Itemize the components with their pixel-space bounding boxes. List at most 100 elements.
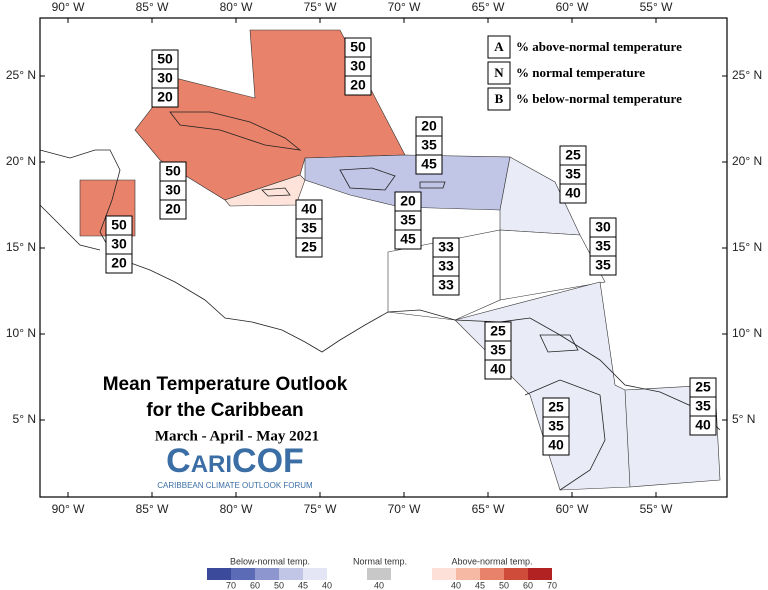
lat-label: 5° N — [732, 412, 755, 426]
prob-value: 45 — [421, 156, 437, 172]
prob-value: 30 — [350, 58, 366, 74]
key: A % above-normal temperature N % normal tem… — [487, 35, 682, 111]
scale-label: Below-normal temp. — [230, 556, 310, 566]
scale-tick: 50 — [274, 580, 284, 590]
lat-label: 25° N — [732, 68, 762, 82]
prob-value: 30 — [157, 70, 173, 86]
lat-label: 10° N — [732, 326, 762, 340]
lon-label: 75° W — [304, 0, 337, 14]
prob-value: 40 — [695, 417, 711, 433]
prob-value: 20 — [400, 193, 416, 209]
scale-swatch — [303, 568, 327, 580]
lat-label: 15° N — [732, 240, 762, 254]
prob-value: 20 — [421, 118, 437, 134]
scale-tick: 50 — [499, 580, 509, 590]
title-line: Mean Temperature Outlook — [103, 374, 348, 395]
prob-value: 20 — [350, 77, 366, 93]
lon-label: 60° W — [556, 0, 589, 14]
prob-cell — [344, 75, 372, 96]
scale-swatch — [231, 568, 255, 580]
scale-swatch — [279, 568, 303, 580]
scale-tick: 70 — [226, 580, 236, 590]
lon-label: 80° W — [220, 0, 253, 14]
lon-label: 85° W — [136, 502, 169, 516]
hispaniola — [339, 167, 396, 191]
scale-tick: 45 — [475, 580, 485, 590]
lon-label: 65° W — [472, 0, 505, 14]
prob-value: 40 — [490, 361, 506, 377]
dynamic-layer: 90° W 90° W 85° W 85° W 80° W 80° W 75° W 75° W… — [6, 0, 762, 590]
prob-value: 33 — [438, 239, 454, 255]
prob-value: 35 — [595, 257, 611, 273]
key-text: % below-normal temperature — [516, 91, 682, 106]
scale-tick: 40 — [374, 580, 384, 590]
prob-cell — [542, 435, 570, 456]
coastline — [39, 149, 721, 431]
scale-swatch — [528, 568, 552, 580]
prob-value: 40 — [301, 201, 317, 217]
prob-cell — [151, 87, 179, 108]
lon-label: 65° W — [472, 502, 505, 516]
prob-value: 35 — [595, 238, 611, 254]
lat-label: 25° N — [6, 68, 36, 82]
scale-label: Normal temp. — [353, 556, 407, 566]
lon-label: 85° W — [136, 0, 169, 14]
lon-label: 70° W — [388, 502, 421, 516]
trinidad — [539, 334, 579, 353]
prob-value: 30 — [165, 182, 181, 198]
key-letter-box — [487, 87, 511, 111]
lon-label: 80° W — [220, 502, 253, 516]
prob-cell — [484, 359, 512, 380]
prob-value: 35 — [490, 342, 506, 358]
prob-value: 35 — [301, 220, 317, 236]
jamaica — [261, 187, 291, 197]
prob-cell — [589, 255, 617, 276]
key-letter-box — [487, 61, 511, 85]
prob-value: 45 — [400, 231, 416, 247]
prob-value: 20 — [111, 255, 127, 271]
cuba — [169, 111, 302, 151]
lat-label: 5° N — [13, 412, 36, 426]
prob-value: 25 — [565, 147, 581, 163]
prob-value: 20 — [157, 89, 173, 105]
prob-value: 40 — [548, 437, 564, 453]
scale-swatch — [207, 568, 231, 580]
prob-value: 30 — [111, 236, 127, 252]
prob-value: 50 — [157, 51, 173, 67]
prob-value: 50 — [350, 39, 366, 55]
scale-swatch — [367, 568, 391, 580]
scale-label: Above-normal temp. — [451, 556, 532, 566]
period: March - April - May 2021 — [155, 428, 319, 444]
scale-swatch — [504, 568, 528, 580]
scale-swatch — [480, 568, 504, 580]
prob-value: 35 — [548, 418, 564, 434]
region-jamaica — [224, 174, 306, 207]
region-divider — [624, 389, 631, 488]
prob-value: 35 — [400, 212, 416, 228]
title-line: for the Caribbean — [146, 400, 303, 421]
prob-value: 25 — [490, 323, 506, 339]
lon-label: 75° W — [304, 502, 337, 516]
key-text: % above-normal temperature — [516, 39, 682, 54]
prob-value: 40 — [565, 185, 581, 201]
key-letter-box — [487, 35, 511, 59]
prob-value: 33 — [438, 277, 454, 293]
prob-value: 25 — [695, 379, 711, 395]
logo: CariCOF — [166, 442, 304, 480]
guyana-border — [524, 379, 606, 491]
prob-value: 35 — [565, 166, 581, 182]
puerto-rico — [419, 181, 446, 189]
lat-label: 10° N — [6, 326, 36, 340]
lon-label: 55° W — [640, 0, 673, 14]
lat-label: 20° N — [6, 154, 36, 168]
scale-swatch — [432, 568, 456, 580]
prob-cell — [394, 229, 422, 250]
lon-label: 60° W — [556, 502, 589, 516]
prob-value: 33 — [438, 258, 454, 274]
key-letter: A — [494, 39, 504, 54]
lat-label: 15° N — [6, 240, 36, 254]
prob-value: 25 — [301, 239, 317, 255]
key-letter: B — [495, 91, 504, 106]
prob-cell — [105, 253, 133, 274]
